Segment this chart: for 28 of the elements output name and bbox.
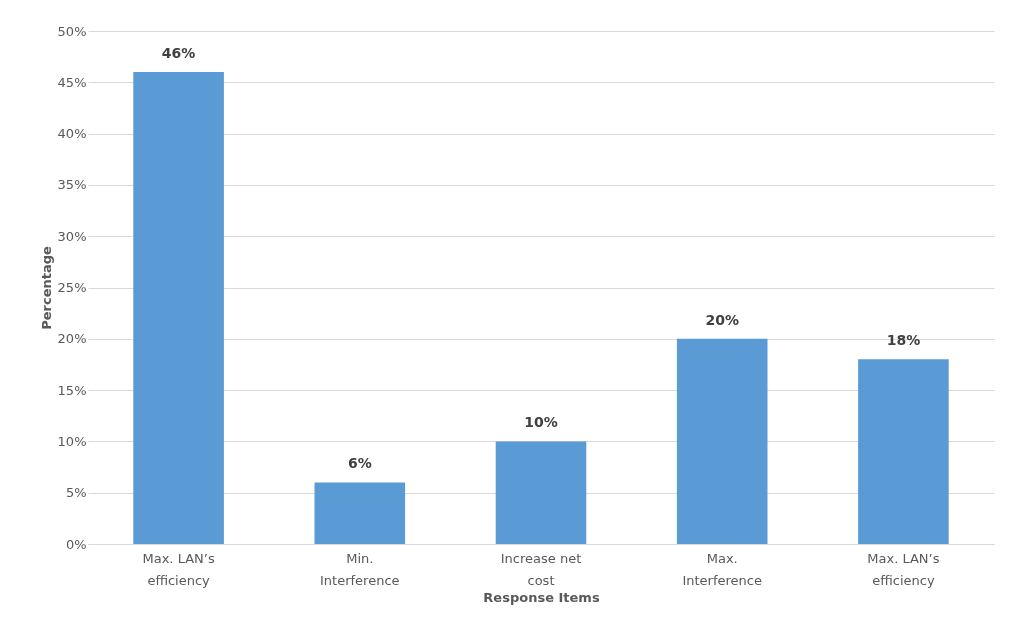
bar (314, 482, 406, 544)
y-tick-label: 0% (65, 536, 87, 552)
bar (858, 359, 949, 544)
y-tick-label: 5% (65, 485, 87, 501)
y-tick-label: 25% (57, 280, 87, 295)
y-axis-title: Percentage (38, 246, 54, 330)
data-label: 18% (886, 332, 921, 349)
y-tick-label: 45% (57, 74, 87, 90)
data-label: 10% (524, 414, 558, 431)
y-tick-label: 40% (57, 126, 87, 142)
bar (133, 72, 224, 544)
x-tick-label: Increase net cost (500, 550, 582, 588)
data-label: 46% (161, 45, 196, 62)
bar (676, 338, 768, 544)
x-tick-label: Min. Interference (320, 550, 400, 588)
y-tick-label: 35% (57, 177, 87, 193)
x-axis-title: Response Items (483, 589, 600, 605)
y-tick-label: 30% (57, 228, 87, 244)
bar (495, 441, 587, 544)
y-tick-label: 20% (57, 331, 87, 347)
y-tick-label: 10% (57, 433, 87, 449)
y-tick-label: 15% (57, 382, 87, 398)
y-tick-label: 50% (57, 23, 87, 39)
data-label: 20% (705, 311, 739, 328)
data-label: 6% (347, 455, 372, 472)
x-tick-label: Max. Interference (682, 550, 762, 588)
x-tick-label: Max. LAN’s efficiency (142, 550, 215, 588)
x-tick-label: Max. LAN’s efficiency (867, 550, 940, 588)
